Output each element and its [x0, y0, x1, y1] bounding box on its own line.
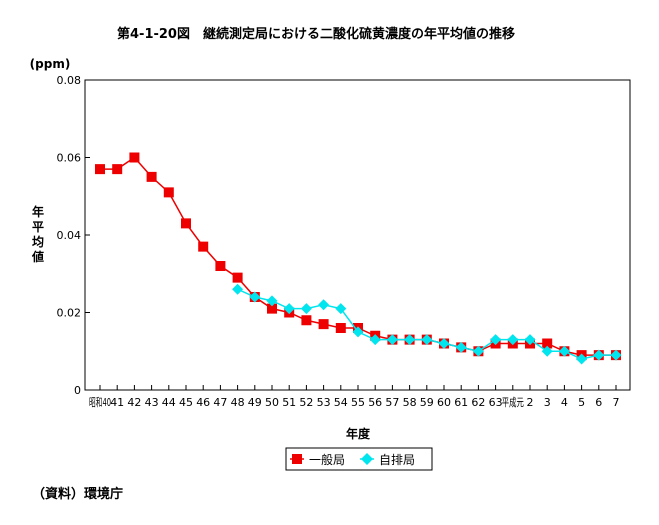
x-tick-label: 47 [213, 396, 227, 409]
data-point-general [112, 164, 123, 175]
x-tick-label: 6 [595, 396, 602, 409]
y-axis-label: 年平均値 [31, 204, 44, 264]
x-axis-label: 年度 [346, 426, 371, 441]
y-unit-label: (ppm) [30, 57, 71, 71]
data-point-general [232, 272, 243, 283]
x-tick-label: 7 [613, 396, 620, 409]
data-point-roadside [576, 353, 588, 365]
legend-marker-general [292, 454, 302, 464]
x-tick-label: 43 [145, 396, 159, 409]
legend-label-general: 一般局 [309, 452, 345, 467]
x-tick-label: 3 [544, 396, 551, 409]
x-tick-label: 4 [561, 396, 568, 409]
series-layer [95, 152, 622, 365]
data-point-general [95, 164, 105, 175]
x-tick-label: 58 [403, 396, 417, 409]
x-tick-label: 59 [420, 396, 434, 409]
data-point-roadside [386, 334, 398, 346]
data-point-roadside [404, 334, 416, 346]
data-point-general [163, 187, 174, 198]
data-point-general [301, 315, 312, 326]
x-tick-label: 5 [578, 396, 585, 409]
data-point-roadside [524, 334, 536, 346]
data-point-roadside [300, 303, 312, 315]
data-point-roadside [283, 303, 295, 315]
data-point-roadside [558, 345, 570, 357]
data-point-roadside [438, 338, 450, 349]
y-tick-label: 0.06 [57, 152, 82, 165]
data-point-roadside [352, 326, 364, 338]
x-tick-label: 平成元 [502, 396, 524, 409]
x-tick-label: 45 [179, 396, 193, 409]
data-point-roadside [249, 291, 261, 303]
legend-box [285, 447, 433, 471]
data-point-roadside [369, 334, 381, 346]
x-tick-label: 57 [385, 396, 399, 409]
x-tick-label: 63 [489, 396, 503, 409]
x-tick-label: 42 [127, 396, 141, 409]
data-point-roadside [421, 334, 433, 346]
legend: 一般局 自排局 [285, 447, 433, 471]
data-point-general [146, 171, 157, 182]
y-tick-label: 0.02 [57, 307, 82, 320]
chart-title: 第4-1-20図 継続測定局における二酸化硫黄濃度の年平均値の推移 [117, 26, 515, 42]
data-point-roadside [455, 341, 467, 353]
y-axis-label-text: 年平均値 [31, 204, 44, 264]
x-tick-label: 53 [317, 396, 331, 409]
source-note: （資料）環境庁 [32, 486, 123, 502]
y-axis-ticks: 0 0.02 0.04 0.06 0.08 [57, 74, 90, 397]
data-point-roadside [266, 295, 278, 307]
x-tick-label: 51 [282, 396, 296, 409]
data-point-general [542, 338, 553, 349]
legend-marker-roadside [361, 453, 373, 465]
data-point-general [267, 303, 277, 314]
data-point-roadside [610, 349, 622, 361]
data-point-general [318, 319, 329, 330]
x-tick-label: 50 [265, 396, 279, 409]
y-tick-label: 0.04 [57, 229, 82, 242]
x-tick-label: 49 [248, 396, 262, 409]
data-point-general [215, 261, 226, 271]
data-point-roadside [541, 345, 553, 357]
data-point-general [335, 323, 346, 333]
x-axis-ticks: 昭和40 41 42 43 44 45 46 47 48 49 50 51 52 53 54 55 56 57 58… [89, 385, 620, 409]
data-point-general [129, 152, 140, 163]
x-tick-label: 52 [299, 396, 313, 409]
x-tick-label: 2 [527, 396, 534, 409]
x-tick-label: 48 [231, 396, 245, 409]
x-tick-label: 昭和40 [89, 396, 111, 409]
data-point-roadside [593, 349, 605, 361]
data-point-roadside [507, 334, 519, 346]
x-tick-label: 46 [196, 396, 210, 409]
x-tick-label: 56 [368, 396, 382, 409]
x-tick-label: 62 [471, 396, 485, 409]
y-tick-label: 0.08 [57, 74, 82, 87]
data-point-roadside [318, 299, 330, 311]
data-point-roadside [472, 345, 484, 357]
legend-label-roadside: 自排局 [379, 453, 415, 467]
y-tick-label: 0 [74, 384, 81, 397]
x-tick-label: 54 [334, 396, 348, 409]
data-point-roadside [232, 283, 244, 295]
data-point-roadside [335, 303, 347, 315]
data-point-roadside [490, 334, 502, 346]
data-point-general [181, 218, 191, 229]
x-tick-label: 44 [162, 396, 176, 409]
x-tick-label: 55 [351, 396, 365, 409]
x-tick-label: 41 [110, 396, 124, 409]
x-tick-label: 61 [454, 396, 468, 409]
x-tick-label: 60 [437, 396, 451, 409]
data-point-general [198, 241, 209, 252]
